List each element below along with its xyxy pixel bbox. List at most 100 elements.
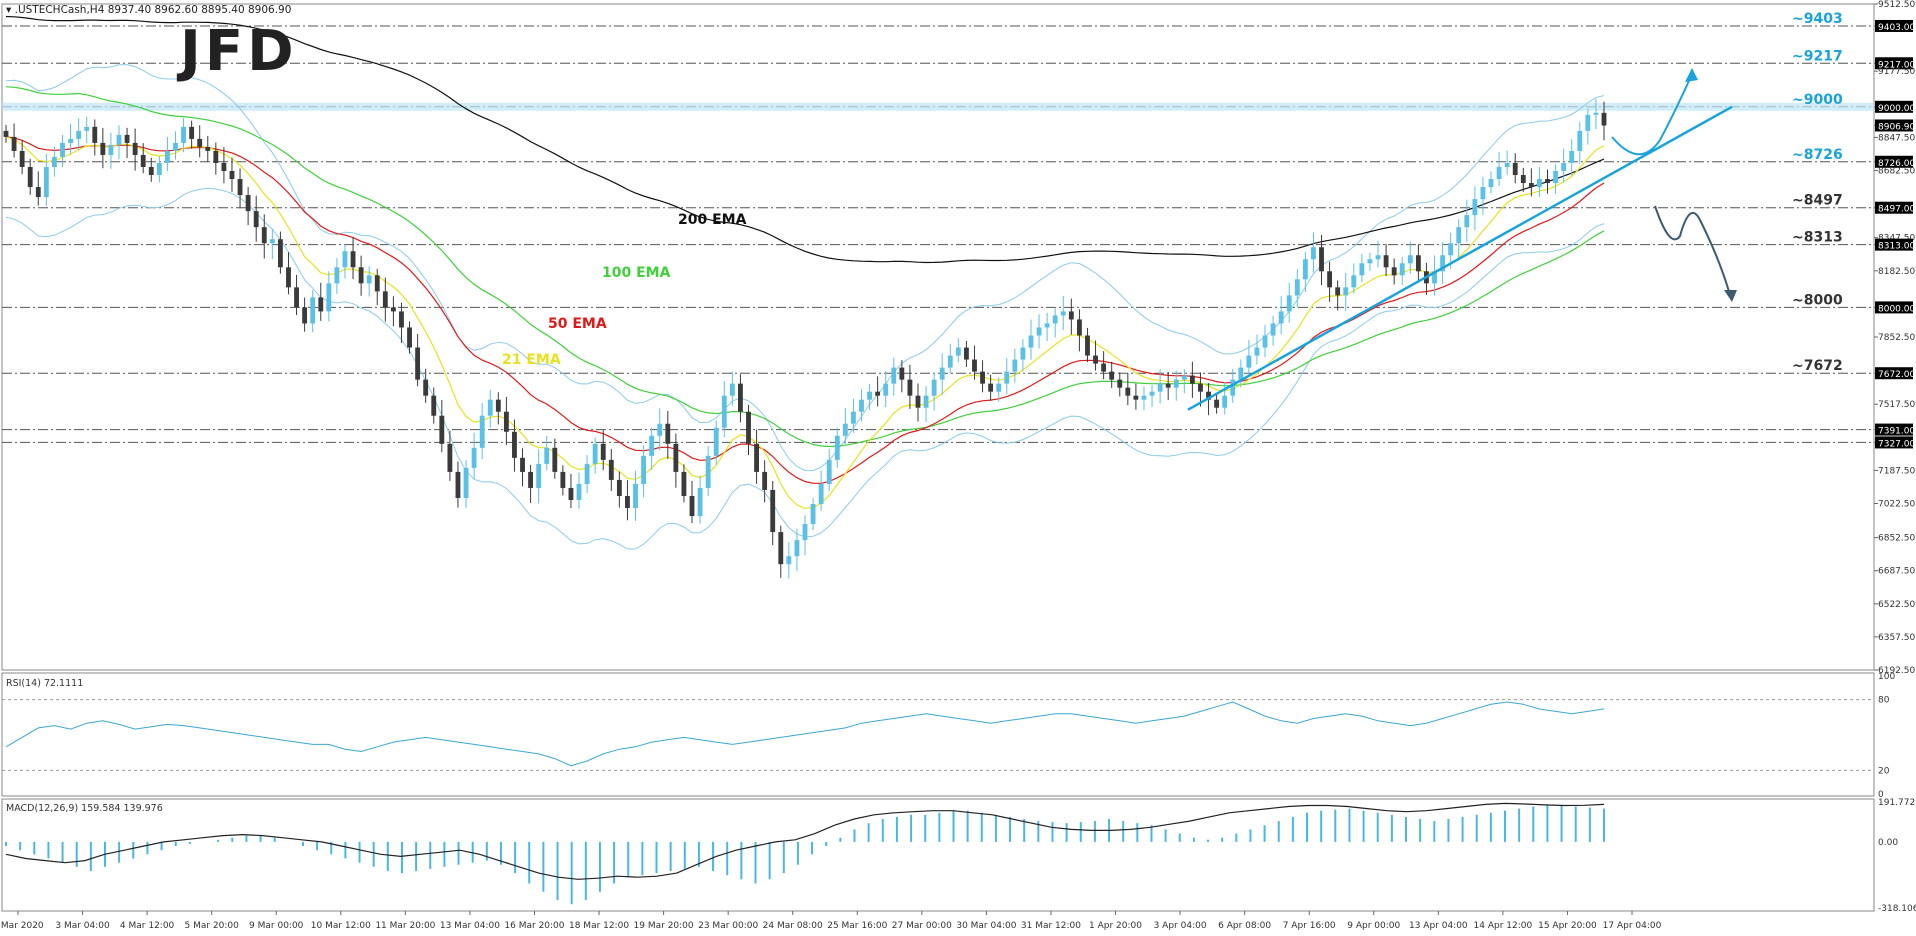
bearish-arrow: [1654, 205, 1731, 296]
candle-body: [786, 556, 792, 565]
candle-body: [770, 489, 776, 533]
price-tick-label: 8313.00: [1878, 242, 1915, 252]
candle-body: [1577, 130, 1583, 151]
candle-body: [487, 399, 493, 416]
rsi-tick-label: 0: [1878, 790, 1884, 800]
macd-signal-line: [5, 802, 1605, 880]
rsi-line: [5, 701, 1605, 767]
candle-body: [1512, 162, 1518, 176]
price-tag-bg: [1875, 423, 1913, 436]
candle-body: [996, 383, 1002, 392]
candle-body: [665, 423, 671, 444]
candle-body: [1076, 319, 1082, 336]
price-tag-bg: [1875, 436, 1913, 449]
candle-body: [931, 379, 937, 396]
ema21-line: [5, 136, 1605, 510]
candle-body: [1133, 395, 1139, 400]
price-tick-label: 7327.00: [1878, 439, 1915, 449]
candle-body: [649, 435, 655, 456]
candle-body: [350, 251, 356, 268]
jfd-logo: JFD: [176, 19, 298, 84]
candle-body: [520, 457, 525, 472]
candle-body: [253, 211, 259, 228]
candle-body: [746, 411, 751, 444]
candle-body: [1149, 391, 1155, 396]
time-label: 10 Mar 12:00: [311, 921, 371, 931]
candle-body: [1189, 375, 1195, 384]
candle-body: [277, 239, 283, 268]
candle-body: [302, 307, 308, 324]
candle-body: [851, 411, 856, 424]
candle-body: [528, 471, 534, 488]
level-label: ~7672: [1792, 358, 1843, 374]
candle-body: [1561, 162, 1567, 172]
time-label: 9 Apr 00:00: [1347, 921, 1400, 931]
candle-body: [1206, 391, 1211, 400]
candle-body: [245, 195, 251, 212]
candle-body: [681, 471, 687, 496]
candle-body: [576, 483, 582, 500]
level-label: ~9217: [1792, 48, 1843, 64]
candle-body: [1440, 255, 1446, 272]
candle-body: [173, 142, 178, 151]
candle-body: [512, 431, 517, 458]
candle-body: [1230, 379, 1236, 396]
price-tag-bg: [1875, 155, 1913, 168]
candle-body: [754, 443, 759, 472]
candle-body: [35, 187, 41, 198]
rsi-panel: RSI(14) 72.1111 100 80 20 0: [2, 672, 1895, 800]
time-label: 9 Mar 00:00: [249, 921, 304, 931]
candle-body: [100, 142, 106, 155]
price-tick-label: 9177.50: [1878, 67, 1915, 77]
candle-body: [1496, 166, 1502, 180]
time-label: 27 Mar 00:00: [892, 921, 952, 931]
candle-body: [915, 395, 921, 408]
macd-tick-label: 0.00: [1878, 838, 1898, 848]
rsi-tick-label: 80: [1878, 696, 1890, 706]
candle-body: [1327, 271, 1333, 288]
candle-body: [52, 156, 57, 167]
candle-body: [60, 142, 65, 157]
candle-body: [762, 471, 768, 490]
trendline-and-arrows: [1187, 68, 1737, 411]
candle-body: [1286, 295, 1292, 312]
candle-body: [963, 347, 969, 360]
candle-body: [495, 399, 501, 412]
price-tick-label: 6357.50: [1878, 633, 1915, 643]
time-label: 13 Apr 04:00: [1409, 921, 1468, 931]
candle-body: [1335, 287, 1341, 296]
candle-body: [471, 447, 477, 468]
candle-body: [1343, 287, 1349, 296]
candle-body: [1117, 379, 1123, 388]
price-tick-label: 6852.50: [1878, 534, 1915, 544]
price-tag-bg: [1875, 301, 1913, 314]
candle-body: [802, 524, 808, 541]
candle-body: [1520, 175, 1526, 184]
candle-body: [778, 532, 784, 565]
candle-body: [1278, 311, 1284, 324]
candle-body: [560, 471, 566, 488]
time-label: 3 Apr 04:00: [1154, 921, 1207, 931]
price-tick-label: 6192.50: [1878, 666, 1915, 676]
candle-body: [374, 275, 380, 292]
candle-body: [552, 447, 558, 472]
candle-body: [415, 347, 421, 380]
price-tick-label: 8906.90: [1878, 122, 1915, 132]
ema50-label: 50 EMA: [548, 316, 607, 332]
rsi-tick-label: 20: [1878, 766, 1890, 776]
macd-label: MACD(12,26,9) 159.584 139.976: [6, 803, 163, 814]
candle-body: [3, 130, 9, 137]
candle-body: [1464, 215, 1470, 228]
candle-body: [1165, 383, 1171, 388]
candle-body: [1375, 255, 1381, 260]
price-tick-label: 9217.00: [1878, 60, 1915, 70]
time-label: 30 Mar 04:00: [956, 921, 1016, 931]
candle-body: [439, 415, 445, 444]
price-tag-bg: [1875, 201, 1913, 214]
symbol-header[interactable]: ▾ .USTECHCash,H4 8937.40 8962.60 8895.40…: [6, 4, 291, 16]
candle-body: [1068, 311, 1074, 320]
candle-body: [358, 267, 364, 284]
candle-body: [27, 166, 33, 188]
price-tick-label: 7022.50: [1878, 500, 1915, 510]
